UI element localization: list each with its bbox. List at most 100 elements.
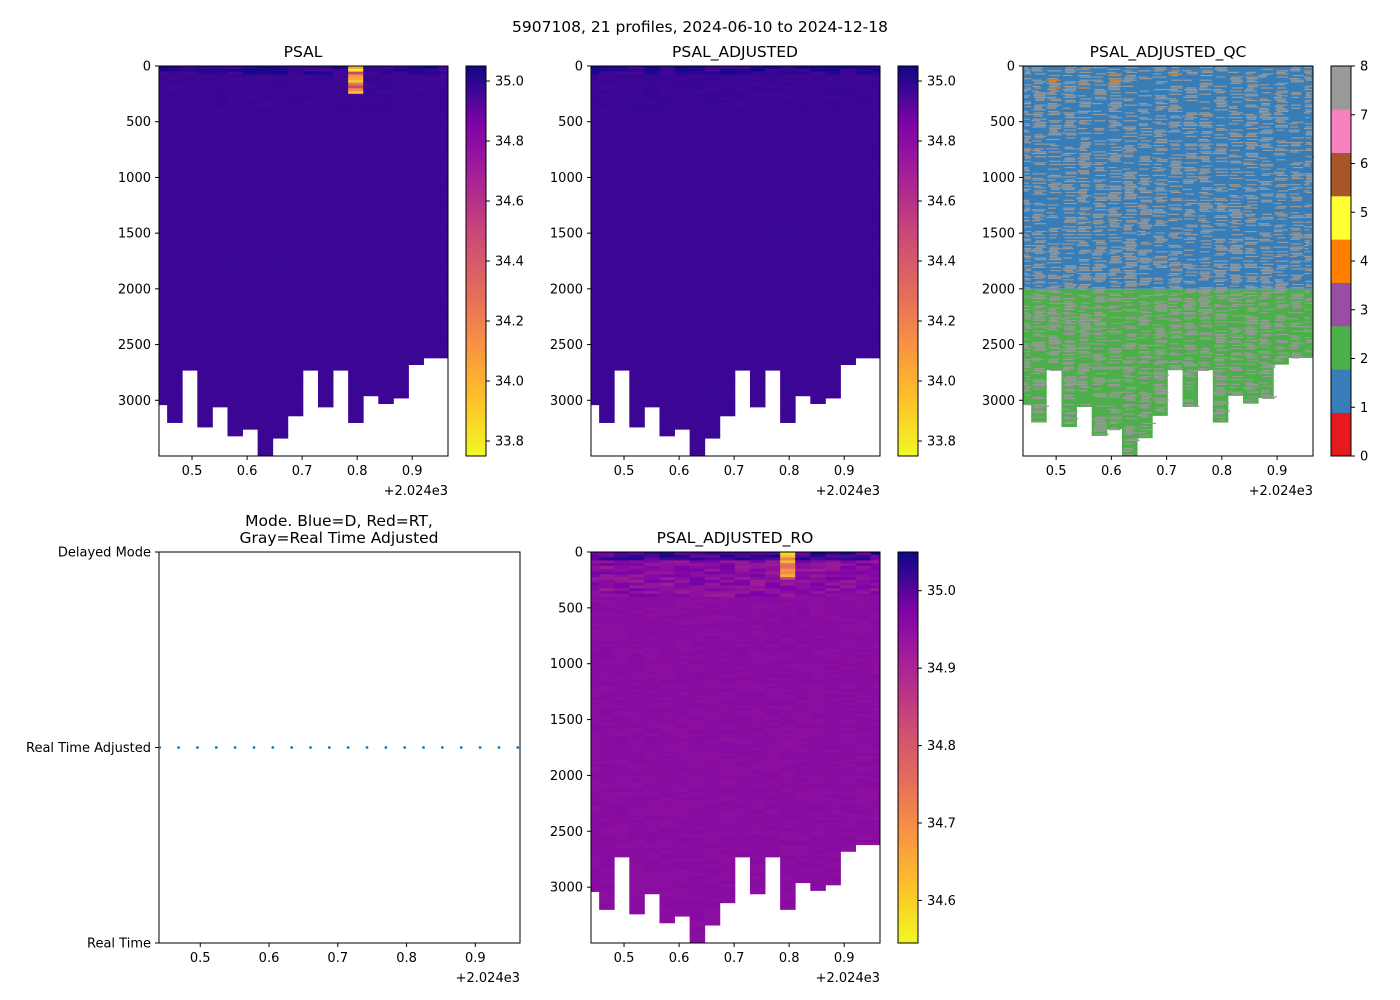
heatmap-cell: [659, 185, 675, 189]
heatmap-cell: [212, 263, 228, 267]
heatmap-cell: [599, 419, 615, 423]
heatmap-cell: [257, 144, 274, 148]
heatmap-cell: [197, 233, 213, 237]
heatmap-cell: [795, 174, 811, 178]
heatmap-cell: [333, 124, 349, 128]
heatmap-cell: [719, 308, 736, 312]
heatmap-cell: [302, 316, 319, 320]
heatmap-cell: [689, 102, 706, 106]
heatmap-cell: [182, 99, 198, 103]
heatmap-cell: [302, 341, 319, 345]
heatmap-cell: [599, 383, 615, 387]
heatmap-cell: [840, 210, 856, 215]
heatmap-cell: [659, 433, 675, 437]
heatmap-cell: [197, 191, 213, 195]
heatmap-cell: [780, 389, 796, 393]
heatmap-cell: [317, 183, 334, 187]
heatmap-cell: [614, 327, 630, 332]
heatmap-cell: [257, 138, 274, 142]
heatmap-cell: [363, 141, 379, 145]
heatmap-cell: [242, 391, 259, 396]
heatmap-cell: [704, 389, 721, 393]
heatmap-cell: [197, 252, 213, 256]
heatmap-cell: [242, 196, 259, 201]
heatmap-cell: [257, 277, 274, 281]
heatmap-cell: [704, 174, 721, 178]
heatmap-cell: [795, 344, 811, 348]
heatmap-cell: [765, 233, 781, 237]
heatmap-cell: [227, 222, 243, 226]
heatmap-cell: [644, 286, 660, 290]
heatmap-cell: [197, 352, 213, 357]
heatmap-cell: [272, 230, 289, 234]
heatmap-cell: [719, 378, 736, 382]
heatmap-cell: [197, 216, 213, 220]
heatmap-cell: [302, 327, 319, 332]
heatmap-cell: [393, 305, 409, 309]
heatmap-cell: [810, 66, 826, 70]
heatmap-cell: [378, 113, 394, 117]
heatmap-cell: [257, 263, 274, 267]
heatmap-cell: [719, 263, 736, 267]
heatmap-cell: [438, 152, 448, 156]
heatmap-cell: [780, 302, 796, 306]
heatmap-cell: [393, 288, 409, 293]
heatmap-cell: [393, 127, 409, 131]
heatmap-cell: [197, 93, 213, 98]
heatmap-cell: [704, 313, 721, 318]
heatmap-cell: [644, 127, 660, 131]
heatmap-cell: [212, 66, 228, 70]
heatmap-cell: [855, 238, 872, 242]
heatmap-cell: [438, 327, 448, 332]
heatmap-cell: [629, 375, 645, 379]
heatmap-cell: [272, 107, 289, 111]
heatmap-cell: [825, 171, 841, 176]
heatmap-cell: [348, 188, 364, 192]
heatmap-cell: [870, 79, 880, 84]
heatmap-cell: [674, 160, 691, 164]
heatmap-cell: [348, 286, 364, 290]
heatmap-cell: [870, 283, 880, 287]
heatmap-cell: [182, 222, 198, 226]
heatmap-cell: [242, 74, 259, 78]
heatmap-cell: [393, 369, 409, 373]
heatmap-cell: [644, 138, 660, 142]
heatmap-cell: [704, 400, 721, 404]
heatmap-cell: [272, 325, 289, 329]
heatmap-cell: [272, 300, 289, 304]
heatmap-cell: [795, 107, 811, 111]
heatmap-cell: [614, 116, 630, 120]
heatmap-cell: [825, 277, 841, 281]
heatmap-cell: [629, 380, 645, 384]
heatmap-cell: [317, 116, 334, 120]
heatmap-cell: [810, 146, 826, 150]
heatmap-cell: [870, 113, 880, 117]
heatmap-cell: [272, 397, 289, 401]
heatmap-cell: [719, 235, 736, 240]
heatmap-cell: [408, 283, 424, 287]
heatmap-cell: [674, 425, 691, 429]
heatmap-cell: [423, 152, 440, 156]
heatmap-cell: [302, 352, 319, 357]
heatmap-cell: [689, 444, 706, 449]
heatmap-cell: [257, 305, 274, 309]
heatmap-cell: [734, 213, 751, 217]
heatmap-cell: [302, 105, 319, 109]
heatmap-cell: [810, 252, 826, 256]
heatmap-cell: [629, 219, 645, 223]
heatmap-cell: [197, 121, 213, 125]
heatmap-cell: [242, 216, 259, 220]
heatmap-cell: [704, 364, 721, 368]
heatmap-cell: [659, 233, 675, 237]
heatmap-cell: [257, 105, 274, 109]
heatmap-cell: [825, 77, 841, 81]
heatmap-cell: [659, 199, 675, 203]
heatmap-cell: [242, 394, 259, 398]
heatmap-cell: [704, 428, 721, 432]
heatmap-cell: [197, 411, 213, 415]
heatmap-cell: [840, 191, 856, 195]
heatmap-cell: [287, 389, 304, 393]
heatmap-cell: [302, 177, 319, 181]
heatmap-cell: [659, 107, 675, 111]
x-tick-label: 0.7: [292, 464, 313, 479]
